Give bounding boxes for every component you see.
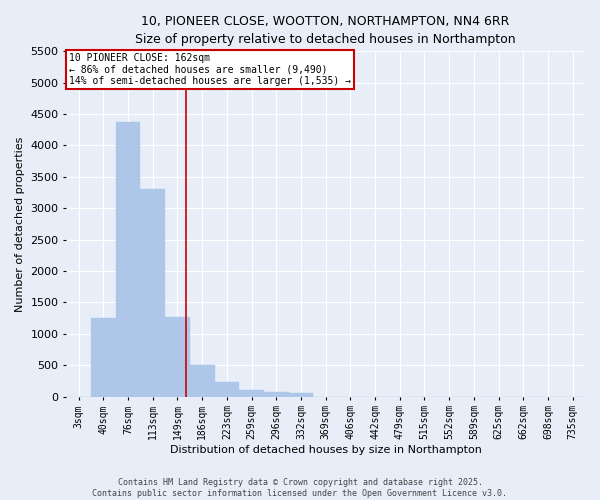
Bar	[264, 392, 289, 396]
Bar	[140, 190, 165, 396]
Y-axis label: Number of detached properties: Number of detached properties	[15, 136, 25, 312]
Bar	[116, 122, 140, 396]
Bar	[239, 390, 264, 396]
Bar	[215, 382, 239, 396]
Bar	[165, 317, 190, 396]
Bar	[289, 394, 313, 396]
Text: 10 PIONEER CLOSE: 162sqm
← 86% of detached houses are smaller (9,490)
14% of sem: 10 PIONEER CLOSE: 162sqm ← 86% of detach…	[69, 53, 351, 86]
X-axis label: Distribution of detached houses by size in Northampton: Distribution of detached houses by size …	[170, 445, 482, 455]
Bar	[91, 318, 116, 396]
Text: Contains HM Land Registry data © Crown copyright and database right 2025.
Contai: Contains HM Land Registry data © Crown c…	[92, 478, 508, 498]
Bar	[190, 365, 215, 396]
Title: 10, PIONEER CLOSE, WOOTTON, NORTHAMPTON, NN4 6RR
Size of property relative to de: 10, PIONEER CLOSE, WOOTTON, NORTHAMPTON,…	[136, 15, 516, 46]
